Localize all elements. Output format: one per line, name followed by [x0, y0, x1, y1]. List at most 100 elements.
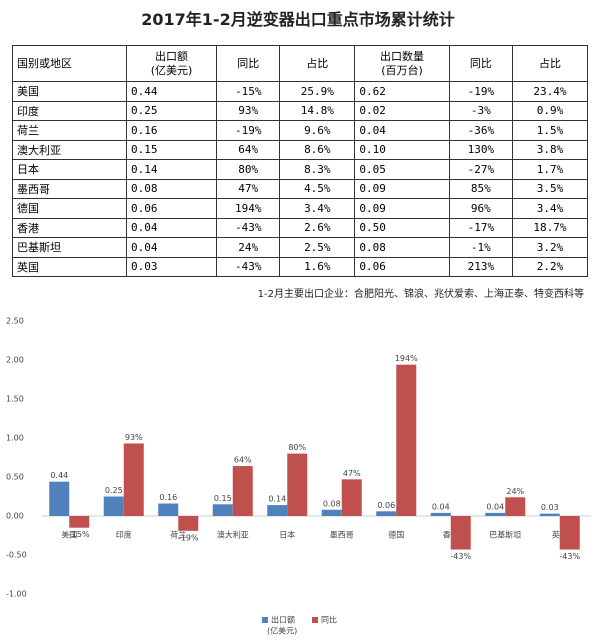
header-text: 同比: [237, 56, 260, 70]
table-cell: 0.08: [354, 237, 450, 258]
table-cell: -3%: [448, 100, 513, 121]
table-row: 日本 0.14 80% 8.3% 0.05 -27% 1.7%: [12, 159, 589, 180]
header-text: 占比: [538, 56, 561, 70]
table-cell: 1.6%: [279, 256, 356, 277]
y-tick-label: 2.00: [6, 356, 24, 365]
bar: [267, 505, 288, 516]
table-cell: 3.4%: [279, 198, 356, 219]
value-label: -15%: [69, 530, 90, 539]
table-row: 英国 0.03 -43% 1.6% 0.06 213% 2.2%: [12, 256, 589, 277]
bar: [485, 512, 506, 516]
value-label: 93%: [125, 433, 143, 442]
bar: [69, 516, 90, 528]
header-cell: 占比: [511, 45, 589, 82]
value-label: 24%: [506, 487, 524, 496]
value-label: 80%: [288, 443, 306, 452]
x-tick-label: 美国: [61, 530, 77, 540]
value-label: 0.04: [486, 502, 504, 511]
value-label: 47%: [343, 469, 361, 478]
bar: [287, 453, 308, 516]
header-cell: 出口额 (亿美元): [125, 45, 218, 82]
bar: [396, 364, 417, 516]
table-cell: 0.50: [354, 217, 450, 238]
legend-swatch: [262, 617, 268, 623]
bar: [103, 496, 124, 516]
bar: [321, 509, 342, 516]
x-tick-label: 澳大利亚: [217, 530, 249, 540]
x-tick-label: 荷兰: [170, 530, 186, 540]
table-cell: 14.8%: [279, 100, 356, 121]
table-cell: -43%: [216, 217, 281, 238]
header-cell: 同比: [216, 45, 281, 82]
table-cell: -27%: [448, 159, 513, 180]
table-cell: 0.06: [125, 198, 218, 219]
table-cell: 213%: [448, 256, 513, 277]
table-row: 印度 0.25 93% 14.8% 0.02 -3% 0.9%: [12, 100, 589, 121]
value-label: 0.25: [105, 486, 123, 495]
x-tick-label: 墨西哥: [330, 531, 354, 540]
bar: [212, 504, 233, 516]
bar: [232, 466, 253, 516]
y-tick-label: -1.00: [6, 590, 27, 599]
y-tick-label: 0.00: [6, 512, 24, 521]
x-tick-label: 巴基斯坦: [489, 530, 521, 540]
bar: [559, 516, 580, 550]
table: 国别或地区 出口额 (亿美元) 同比 占比 出口数量 (百万台) 同比 占比 美国 0.44 -15%…: [12, 45, 589, 277]
x-tick-label: 印度: [116, 530, 132, 540]
title: 2017年1-2月逆变器出口重点市场累计统计: [141, 10, 455, 29]
bar: [123, 443, 144, 516]
legend-label: 同比: [321, 615, 337, 625]
header-row: 国别或地区 出口额 (亿美元) 同比 占比 出口数量 (百万台) 同比 占比: [12, 45, 589, 82]
table-cell: 3.4%: [511, 198, 589, 219]
header-text: 同比: [469, 56, 492, 70]
x-tick-label: 日本: [279, 530, 295, 540]
header-text: 出口数量: [380, 49, 425, 63]
value-label: -19%: [178, 533, 199, 542]
y-tick-label: 0.50: [6, 473, 24, 482]
value-label: 0.06: [377, 501, 395, 510]
header-cell: 出口数量 (百万台): [354, 45, 450, 82]
x-tick-label: 德国: [388, 530, 404, 540]
table-cell: 印度: [12, 100, 127, 121]
bar: [450, 516, 471, 550]
table-cell: 2.2%: [511, 256, 589, 277]
table-cell: 64%: [216, 139, 281, 160]
table-cell: -43%: [216, 256, 281, 277]
value-label: 0.03: [541, 503, 559, 512]
table-cell: 0.25: [125, 100, 218, 121]
bar: [505, 497, 526, 516]
value-label: 194%: [395, 354, 418, 363]
table-row: 荷兰 0.16 -19% 9.6% 0.04 -36% 1.5%: [12, 120, 589, 141]
table-cell: 英国: [12, 256, 127, 277]
table-row: 巴基斯坦 0.04 24% 2.5% 0.08 -1% 3.2%: [12, 237, 589, 258]
value-label: 0.16: [159, 493, 177, 502]
table-row: 美国 0.44 -15% 25.9% 0.62 -19% 23.4%: [12, 81, 589, 102]
value-label: 64%: [234, 456, 252, 465]
bar: [539, 513, 560, 516]
header-text: (百万台): [381, 63, 423, 77]
header-cell: 国别或地区: [12, 45, 127, 82]
note: 1-2月主要出口企业：合肥阳光、锦浪、兆伏爱索、上海正泰、特变西科等: [257, 289, 584, 300]
table-cell: 0.16: [125, 120, 218, 141]
bar: [341, 479, 362, 516]
legend-unit: (亿美元): [267, 626, 297, 636]
table-cell: -15%: [216, 81, 281, 102]
table-cell: 24%: [216, 237, 281, 258]
y-tick-label: -0.50: [6, 551, 27, 560]
bar: [178, 516, 199, 531]
bar: [376, 511, 397, 516]
value-label: 0.04: [432, 502, 450, 511]
bar: [430, 512, 451, 516]
bar: [158, 503, 179, 516]
value-label: 0.15: [214, 494, 232, 503]
value-label: -43%: [559, 552, 580, 561]
legend-swatch: [312, 617, 318, 623]
y-tick-label: 2.50: [6, 317, 24, 326]
header-text: (亿美元): [150, 63, 193, 77]
value-label: 0.44: [50, 471, 68, 480]
header-cell: 同比: [448, 45, 513, 82]
header-text: 国别或地区: [17, 56, 72, 70]
table-cell: 0.06: [354, 256, 450, 277]
